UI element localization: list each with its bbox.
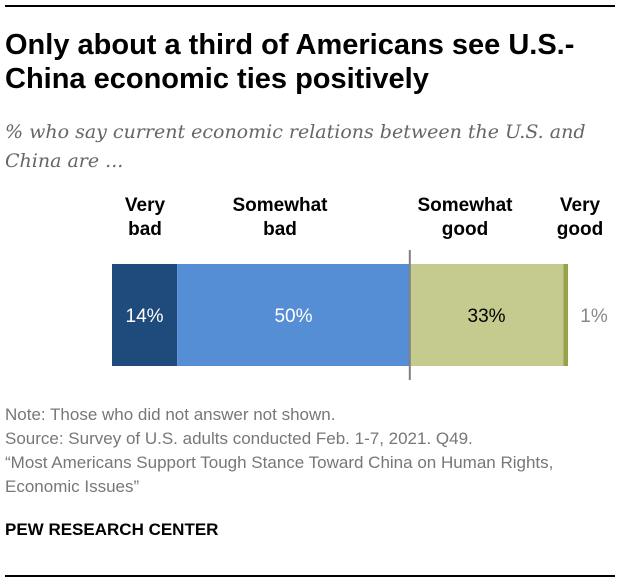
chart-title: Only about a third of Americans see U.S.…	[5, 29, 575, 95]
bar-somewhat-good	[409, 264, 564, 366]
header-somewhat-bad: Somewhat bad	[232, 195, 328, 240]
header-very-good: Very good	[556, 195, 604, 240]
header-very-bad: Very bad	[124, 195, 166, 240]
label-somewhat-good: 33%	[468, 306, 506, 327]
brand-logo-text: PEW RESEARCH CENTER	[5, 520, 219, 539]
bottom-rule	[5, 575, 615, 577]
chart-subtitle: % who say current economic relations bet…	[5, 121, 586, 172]
label-very-good: 1%	[580, 306, 608, 327]
top-rule	[5, 5, 615, 7]
header-somewhat-good: Somewhat good	[417, 195, 513, 240]
label-very-bad: 14%	[126, 306, 164, 327]
report-text: “Most Americans Support Tough Stance Tow…	[5, 453, 554, 496]
notes: Note: Those who did not answer not shown…	[5, 403, 605, 499]
label-somewhat-bad: 50%	[274, 306, 312, 327]
bar-very-good	[563, 264, 568, 366]
bar-somewhat-bad	[177, 264, 410, 366]
bar-very-bad	[112, 264, 178, 366]
stacked-bar-chart: 14% 50% 33% 1%	[112, 250, 608, 380]
source-text: Source: Survey of U.S. adults conducted …	[5, 429, 473, 448]
note-text: Note: Those who did not answer not shown…	[5, 405, 336, 424]
